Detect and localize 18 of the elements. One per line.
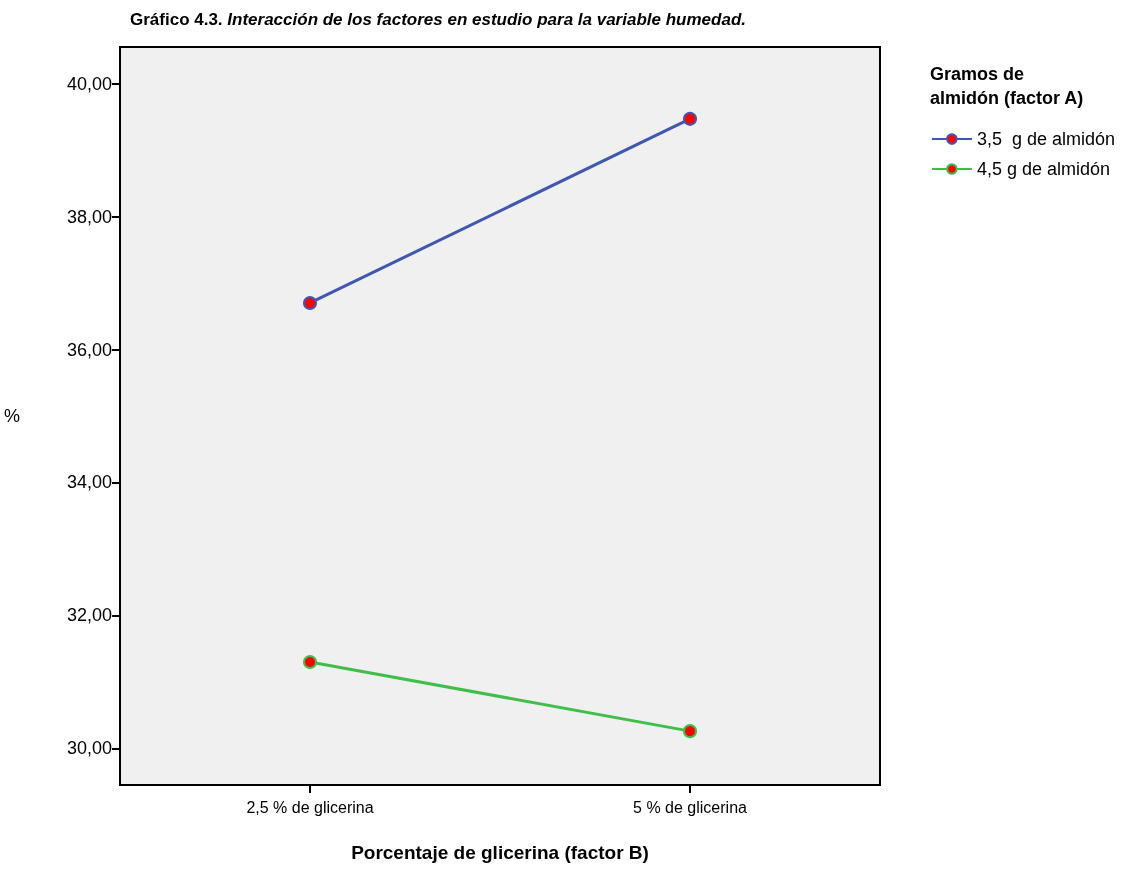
legend-label: 4,5 g de almidón [976, 159, 1110, 179]
x-tick-label: 2,5 % de glicerina [246, 798, 374, 816]
legend-label: 3,5 g de almidón [976, 129, 1115, 149]
y-tick-label: 40,00 [66, 73, 112, 94]
y-tick-label: 34,00 [66, 472, 112, 493]
point [683, 724, 697, 739]
x-tick-label: 5 % de glicerina [633, 798, 748, 816]
point [303, 295, 317, 310]
point [683, 111, 697, 126]
chart-title: Gráfico 4.3. Interacción de los factores en estudio para la variable humedad. [130, 10, 746, 29]
y-axis-title: % [3, 406, 20, 426]
y-tick-label: 36,00 [66, 339, 112, 360]
y-tick-label: 32,00 [66, 605, 112, 626]
y-tick-label: 38,00 [66, 206, 112, 227]
y-tick-label: 30,00 [66, 738, 112, 759]
point [303, 655, 317, 669]
legend-title: Gramos de almidón (factor A) [930, 64, 1084, 108]
x-axis-title: Porcentaje de glicerina (factor B) [351, 842, 649, 863]
